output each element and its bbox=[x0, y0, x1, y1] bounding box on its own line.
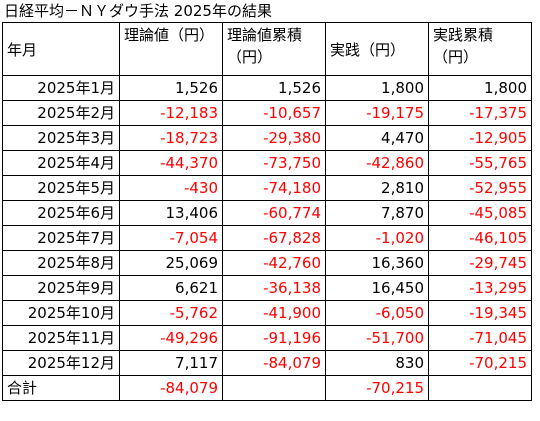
actual-cell[interactable]: 4,470 bbox=[325, 125, 429, 151]
theory-cell[interactable]: 1,526 bbox=[119, 75, 223, 101]
sheet-title: 日経平均－ＮＹダウ手法 2025年の結果 bbox=[4, 2, 272, 20]
actual-cumulative-cell[interactable]: -70,215 bbox=[428, 350, 532, 376]
table-row: 2025年12月 7,117 -84,079 830 -70,215 bbox=[2, 350, 532, 376]
header-year-month-label: 年月 bbox=[7, 40, 38, 59]
theory-cumulative-cell[interactable]: -42,760 bbox=[222, 250, 326, 276]
theory-cell[interactable]: -12,183 bbox=[119, 100, 223, 126]
actual-cell[interactable]: -51,700 bbox=[325, 325, 429, 351]
header-actual-label: 実践（円） bbox=[330, 40, 406, 59]
theory-cumulative-cell[interactable]: -73,750 bbox=[222, 150, 326, 176]
actual-cumulative-cell[interactable]: -13,295 bbox=[428, 275, 532, 301]
actual-cumulative-cell[interactable]: 1,800 bbox=[428, 75, 532, 101]
actual-cell[interactable]: 16,450 bbox=[325, 275, 429, 301]
actual-cumulative-cell[interactable]: -29,745 bbox=[428, 250, 532, 276]
theory-cumulative-cell[interactable]: -67,828 bbox=[222, 225, 326, 251]
actual-cell[interactable]: -19,175 bbox=[325, 100, 429, 126]
table-row: 2025年11月 -49,296 -91,196 -51,700 -71,045 bbox=[2, 325, 532, 351]
actual-cumulative-cell[interactable]: -52,955 bbox=[428, 175, 532, 201]
theory-cumulative-cell[interactable]: -84,079 bbox=[222, 350, 326, 376]
theory-cell[interactable]: -44,370 bbox=[119, 150, 223, 176]
theory-cell[interactable]: -430 bbox=[119, 175, 223, 201]
table-row: 2025年6月 13,406 -60,774 7,870 -45,085 bbox=[2, 200, 532, 226]
table-row: 2025年9月 6,621 -36,138 16,450 -13,295 bbox=[2, 275, 532, 301]
total-theory-cell[interactable]: -84,079 bbox=[119, 375, 223, 401]
total-row: 合計 -84,079 -70,215 bbox=[2, 375, 532, 401]
actual-cell[interactable]: 7,870 bbox=[325, 200, 429, 226]
month-cell[interactable]: 2025年1月 bbox=[2, 75, 120, 101]
theory-cell[interactable]: 25,069 bbox=[119, 250, 223, 276]
total-actual-cumulative-cell[interactable] bbox=[428, 375, 532, 401]
theory-cumulative-cell[interactable]: -60,774 bbox=[222, 200, 326, 226]
month-cell[interactable]: 2025年3月 bbox=[2, 125, 120, 151]
theory-cumulative-cell[interactable]: 1,526 bbox=[222, 75, 326, 101]
theory-cell[interactable]: -5,762 bbox=[119, 300, 223, 326]
actual-cumulative-cell[interactable]: -12,905 bbox=[428, 125, 532, 151]
month-cell[interactable]: 2025年10月 bbox=[2, 300, 120, 326]
total-actual-cell[interactable]: -70,215 bbox=[325, 375, 429, 401]
theory-cumulative-cell[interactable]: -10,657 bbox=[222, 100, 326, 126]
actual-cell[interactable]: -1,020 bbox=[325, 225, 429, 251]
actual-cumulative-cell[interactable]: -19,345 bbox=[428, 300, 532, 326]
actual-cell[interactable]: 16,360 bbox=[325, 250, 429, 276]
theory-cell[interactable]: -18,723 bbox=[119, 125, 223, 151]
total-label-cell[interactable]: 合計 bbox=[2, 375, 120, 401]
theory-cell[interactable]: -7,054 bbox=[119, 225, 223, 251]
theory-cumulative-cell[interactable]: -74,180 bbox=[222, 175, 326, 201]
table-row: 2025年1月 1,526 1,526 1,800 1,800 bbox=[2, 75, 532, 101]
table-row: 2025年8月 25,069 -42,760 16,360 -29,745 bbox=[2, 250, 532, 276]
month-cell[interactable]: 2025年12月 bbox=[2, 350, 120, 376]
header-theory-cumulative[interactable]: 理論値累積（円） bbox=[222, 22, 326, 76]
month-cell[interactable]: 2025年4月 bbox=[2, 150, 120, 176]
table-row: 2025年10月 -5,762 -41,900 -6,050 -19,345 bbox=[2, 300, 532, 326]
header-year-month[interactable]: 年月 bbox=[2, 22, 120, 76]
theory-cell[interactable]: 6,621 bbox=[119, 275, 223, 301]
month-cell[interactable]: 2025年7月 bbox=[2, 225, 120, 251]
theory-cumulative-cell[interactable]: -91,196 bbox=[222, 325, 326, 351]
theory-cell[interactable]: 13,406 bbox=[119, 200, 223, 226]
theory-cumulative-cell[interactable]: -41,900 bbox=[222, 300, 326, 326]
month-cell[interactable]: 2025年2月 bbox=[2, 100, 120, 126]
month-cell[interactable]: 2025年5月 bbox=[2, 175, 120, 201]
theory-cell[interactable]: -49,296 bbox=[119, 325, 223, 351]
theory-cell[interactable]: 7,117 bbox=[119, 350, 223, 376]
actual-cumulative-cell[interactable]: -46,105 bbox=[428, 225, 532, 251]
table-row: 2025年2月 -12,183 -10,657 -19,175 -17,375 bbox=[2, 100, 532, 126]
actual-cell[interactable]: -6,050 bbox=[325, 300, 429, 326]
results-table: 年月 理論値（円） 理論値累積（円） 実践（円） 実践累積（円） 2025年1月… bbox=[2, 22, 532, 401]
actual-cumulative-cell[interactable]: -71,045 bbox=[428, 325, 532, 351]
month-cell[interactable]: 2025年9月 bbox=[2, 275, 120, 301]
total-theory-cumulative-cell[interactable] bbox=[222, 375, 326, 401]
table-row: 2025年5月 -430 -74,180 2,810 -52,955 bbox=[2, 175, 532, 201]
actual-cumulative-cell[interactable]: -45,085 bbox=[428, 200, 532, 226]
header-actual-cumulative[interactable]: 実践累積（円） bbox=[428, 22, 532, 76]
table-row: 2025年4月 -44,370 -73,750 -42,860 -55,765 bbox=[2, 150, 532, 176]
month-cell[interactable]: 2025年11月 bbox=[2, 325, 120, 351]
actual-cell[interactable]: 830 bbox=[325, 350, 429, 376]
actual-cell[interactable]: 2,810 bbox=[325, 175, 429, 201]
header-theory[interactable]: 理論値（円） bbox=[119, 22, 223, 76]
table-row: 2025年3月 -18,723 -29,380 4,470 -12,905 bbox=[2, 125, 532, 151]
actual-cell[interactable]: 1,800 bbox=[325, 75, 429, 101]
theory-cumulative-cell[interactable]: -29,380 bbox=[222, 125, 326, 151]
actual-cell[interactable]: -42,860 bbox=[325, 150, 429, 176]
actual-cumulative-cell[interactable]: -17,375 bbox=[428, 100, 532, 126]
header-theory-label: 理論値（円） bbox=[124, 26, 215, 44]
header-actual-cumulative-label: 実践累積（円） bbox=[433, 26, 494, 66]
header-actual[interactable]: 実践（円） bbox=[325, 22, 429, 76]
month-cell[interactable]: 2025年6月 bbox=[2, 200, 120, 226]
table-row: 2025年7月 -7,054 -67,828 -1,020 -46,105 bbox=[2, 225, 532, 251]
actual-cumulative-cell[interactable]: -55,765 bbox=[428, 150, 532, 176]
month-cell[interactable]: 2025年8月 bbox=[2, 250, 120, 276]
header-theory-cumulative-label: 理論値累積（円） bbox=[227, 26, 303, 66]
header-row: 年月 理論値（円） 理論値累積（円） 実践（円） 実践累積（円） bbox=[2, 22, 532, 76]
theory-cumulative-cell[interactable]: -36,138 bbox=[222, 275, 326, 301]
